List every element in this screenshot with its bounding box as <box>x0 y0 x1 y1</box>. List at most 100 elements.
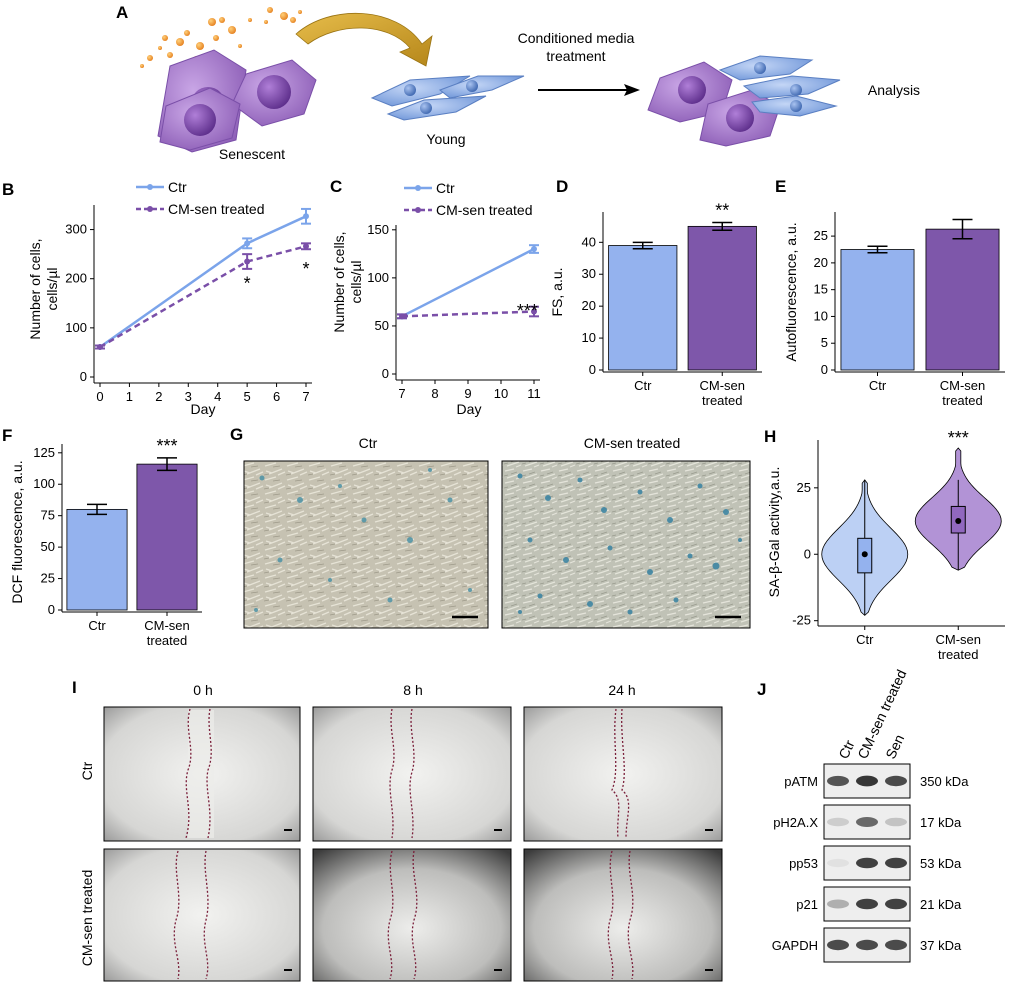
data-point <box>97 344 103 351</box>
panel-letter-g: G <box>230 425 243 444</box>
x-tick-label: 11 <box>527 386 541 401</box>
y-tick-label: 20 <box>582 298 596 313</box>
blot-band <box>856 775 878 787</box>
series-line-cm-sen <box>99 245 307 349</box>
category-label: treated <box>938 647 978 662</box>
category-label: Ctr <box>869 378 887 393</box>
category-label: Ctr <box>856 632 874 647</box>
panel-letter-e: E <box>775 177 786 196</box>
data-point <box>531 308 537 315</box>
panel-letter-h: H <box>764 427 776 446</box>
blot-band <box>827 899 849 909</box>
blot-band <box>856 817 878 827</box>
category-label: CM-sen <box>699 378 745 393</box>
legend-swatch-dot <box>415 185 421 191</box>
panel-letter-f: F <box>2 426 12 445</box>
j-lane-sen: Sen <box>882 732 907 761</box>
chart-h-sa-beta-gal-violin: H SA-β-Gal activity,a.u. -25 0 25 Ctr CM-sen… <box>764 427 1005 662</box>
y-tick-label: 0 <box>804 546 811 561</box>
bar-cm-sen <box>925 228 1000 371</box>
category-label: Ctr <box>88 618 106 633</box>
sasp-dots <box>140 7 302 68</box>
x-tick-label: 8 <box>431 386 438 401</box>
series-line-ctr <box>401 247 535 318</box>
y-tick-label: 20 <box>814 255 828 270</box>
legend-swatch-dot <box>415 207 421 213</box>
transfer-arrow-icon <box>295 12 433 67</box>
blot-band <box>827 939 849 951</box>
category-label: treated <box>147 633 187 648</box>
chart-f-dcf-fluorescence: F DCF fluorescence, a.u. 0 25 50 75 100 125 Ct… <box>2 426 202 648</box>
panel-letter-j: J <box>757 680 766 699</box>
legend-label: Ctr <box>168 179 187 195</box>
significance-marker: *** <box>948 428 969 448</box>
i-image-ctr-24h <box>523 706 723 842</box>
y-tick-label: 25 <box>41 571 55 586</box>
blot-size-label: 21 kDa <box>920 897 962 912</box>
x-tick-label: 5 <box>244 389 251 404</box>
category-label: treated <box>702 393 742 408</box>
analysis-cells <box>647 55 841 147</box>
category-label: CM-sen <box>940 378 986 393</box>
series-line-ctr <box>99 215 307 349</box>
blot-band <box>856 939 878 951</box>
panel-a-schematic: A Senescent <box>116 3 920 162</box>
g-image-cm <box>501 460 751 629</box>
senescent-cells <box>157 49 317 153</box>
median-point <box>955 518 962 525</box>
c-xlabel: Day <box>457 401 482 417</box>
b-xlabel: Day <box>191 401 216 417</box>
panel-letter-i: I <box>72 678 77 697</box>
blot-band <box>856 857 878 869</box>
blot-band <box>827 817 849 827</box>
data-point <box>303 243 309 250</box>
treatment-arrowhead-icon <box>624 84 640 96</box>
blot-band <box>856 898 878 910</box>
i-row-cm: CM-sen treated <box>79 870 95 966</box>
c-ylabel-line2: cells/µl <box>348 260 364 303</box>
blot-protein-label: pH2A.X <box>773 815 818 830</box>
i-row-ctr: Ctr <box>79 761 95 780</box>
category-label: CM-sen <box>935 632 981 647</box>
y-tick-label: 0 <box>821 362 828 377</box>
i-image-cm-8h <box>312 848 512 982</box>
blot-protein-label: pp53 <box>789 856 818 871</box>
i-image-cm-24h <box>523 848 723 982</box>
i-image-ctr-0h <box>103 706 301 842</box>
chart-b-growth-curve: B Number of cells, cells/µl Day 0 100 200 3… <box>2 179 312 417</box>
y-tick-label: 100 <box>65 320 87 335</box>
significance-marker: * <box>302 259 309 279</box>
h-ylabel: SA-β-Gal activity,a.u. <box>766 467 782 598</box>
blot-size-label: 350 kDa <box>920 774 969 789</box>
d-ylabel: FS, a.u. <box>549 267 565 316</box>
median-point <box>861 551 868 558</box>
data-point <box>399 313 405 320</box>
x-tick-label: 3 <box>185 389 192 404</box>
g-title-ctr: Ctr <box>359 435 378 451</box>
panel-letter-d: D <box>556 177 568 196</box>
i-time-0h: 0 h <box>193 682 212 698</box>
significance-marker: * <box>244 274 251 294</box>
significance-marker: *** <box>517 301 538 321</box>
y-tick-label: 0 <box>48 602 55 617</box>
panel-letter-a: A <box>116 3 128 22</box>
data-point <box>244 258 251 265</box>
panel-j-western-blot: J Ctr CM-sen treated Sen pATM 350 kDapH2A… <box>757 667 969 963</box>
x-tick-label: 4 <box>214 389 221 404</box>
bar-ctr <box>840 249 915 371</box>
y-tick-label: 150 <box>367 222 389 237</box>
i-image-ctr-8h <box>312 706 512 842</box>
legend-label: Ctr <box>436 180 455 196</box>
y-tick-label: 25 <box>814 228 828 243</box>
y-tick-label: 100 <box>367 270 389 285</box>
bar-ctr <box>608 245 678 371</box>
blot-band <box>885 775 907 787</box>
x-tick-label: 7 <box>398 386 405 401</box>
x-tick-label: 10 <box>494 386 508 401</box>
y-tick-label: 50 <box>375 318 389 333</box>
legend-label: CM-sen treated <box>168 201 264 217</box>
y-tick-label: 25 <box>797 480 811 495</box>
y-tick-label: 40 <box>582 234 596 249</box>
e-ylabel: Autofluorescence, a.u. <box>783 222 799 361</box>
